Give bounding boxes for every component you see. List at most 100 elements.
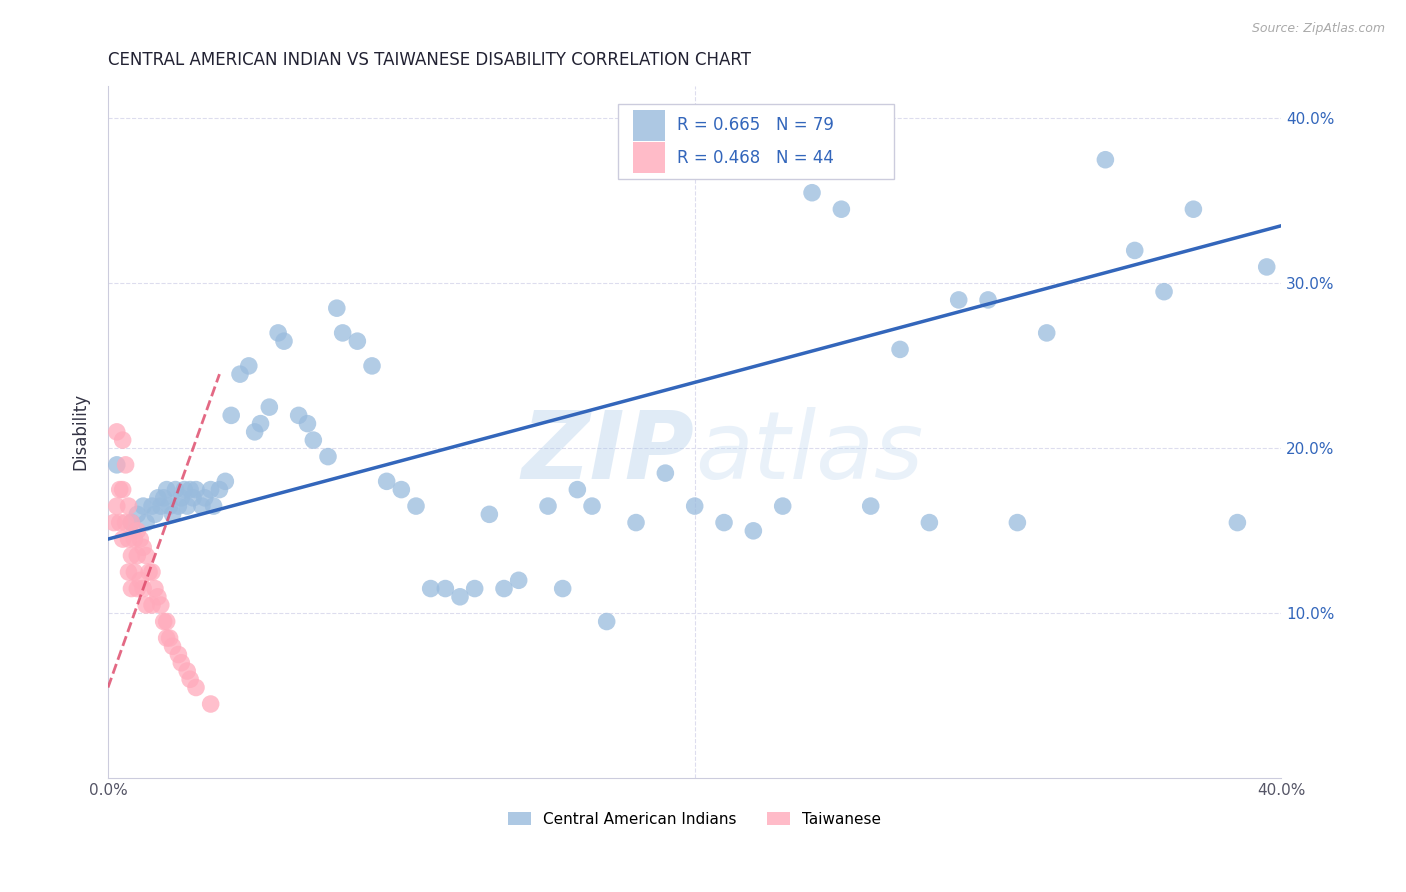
Point	[117, 532, 139, 546]
Point	[326, 301, 349, 315]
Y-axis label: Disability: Disability	[72, 393, 89, 470]
Point	[105, 499, 128, 513]
Point	[302, 433, 325, 447]
Point	[159, 499, 181, 513]
Point	[132, 582, 155, 596]
Point	[129, 532, 152, 546]
Point	[449, 590, 471, 604]
Point	[772, 499, 794, 513]
Point	[176, 664, 198, 678]
Legend: Central American Indians, Taiwanese: Central American Indians, Taiwanese	[502, 805, 887, 833]
Point	[200, 697, 222, 711]
Point	[111, 483, 134, 497]
Point	[214, 475, 236, 489]
Point	[141, 499, 163, 513]
Point	[434, 582, 457, 596]
Point	[167, 648, 190, 662]
Point	[551, 582, 574, 596]
Point	[120, 516, 142, 530]
Point	[200, 483, 222, 497]
Point	[1007, 516, 1029, 530]
Point	[889, 343, 911, 357]
Point	[918, 516, 941, 530]
Point	[141, 565, 163, 579]
Point	[332, 326, 354, 340]
Point	[108, 516, 131, 530]
Point	[1182, 202, 1205, 217]
Point	[170, 656, 193, 670]
Point	[135, 549, 157, 563]
Point	[1123, 244, 1146, 258]
Point	[361, 359, 384, 373]
Point	[108, 483, 131, 497]
Point	[120, 549, 142, 563]
Point	[259, 400, 281, 414]
Point	[111, 532, 134, 546]
Point	[537, 499, 560, 513]
Text: ZIP: ZIP	[522, 407, 695, 499]
Point	[238, 359, 260, 373]
Point	[156, 631, 179, 645]
Point	[146, 491, 169, 505]
Point	[208, 483, 231, 497]
Point	[191, 499, 214, 513]
Point	[156, 483, 179, 497]
Point	[801, 186, 824, 200]
Point	[1094, 153, 1116, 167]
Point	[713, 516, 735, 530]
Point	[156, 615, 179, 629]
Point	[143, 582, 166, 596]
Point	[202, 499, 225, 513]
Point	[1256, 260, 1278, 274]
Point	[152, 615, 174, 629]
Point	[1226, 516, 1249, 530]
Point	[184, 681, 207, 695]
Point	[219, 409, 242, 423]
Point	[127, 524, 149, 538]
Point	[492, 582, 515, 596]
Point	[181, 491, 204, 505]
Point	[567, 483, 589, 497]
Text: R = 0.468   N = 44: R = 0.468 N = 44	[678, 149, 834, 167]
Point	[508, 574, 530, 588]
Point	[120, 582, 142, 596]
Point	[464, 582, 486, 596]
Point	[243, 425, 266, 439]
Text: atlas: atlas	[695, 407, 922, 498]
Point	[135, 598, 157, 612]
Point	[229, 367, 252, 381]
Point	[167, 499, 190, 513]
Point	[124, 532, 146, 546]
Point	[1153, 285, 1175, 299]
Point	[143, 508, 166, 522]
Point	[179, 483, 201, 497]
Point	[105, 425, 128, 439]
Point	[103, 516, 125, 530]
Point	[389, 483, 412, 497]
Point	[129, 574, 152, 588]
FancyBboxPatch shape	[633, 110, 665, 141]
Text: CENTRAL AMERICAN INDIAN VS TAIWANESE DISABILITY CORRELATION CHART: CENTRAL AMERICAN INDIAN VS TAIWANESE DIS…	[108, 51, 751, 69]
Point	[127, 549, 149, 563]
Point	[173, 483, 195, 497]
Point	[127, 508, 149, 522]
Point	[149, 598, 172, 612]
Point	[419, 582, 441, 596]
Point	[683, 499, 706, 513]
Point	[977, 293, 1000, 307]
Point	[375, 475, 398, 489]
Point	[170, 491, 193, 505]
Point	[159, 631, 181, 645]
FancyBboxPatch shape	[633, 143, 665, 173]
Point	[165, 483, 187, 497]
Point	[120, 516, 142, 530]
Point	[176, 499, 198, 513]
FancyBboxPatch shape	[619, 104, 894, 179]
Point	[114, 516, 136, 530]
Point	[162, 508, 184, 522]
Point	[316, 450, 339, 464]
Point	[405, 499, 427, 513]
Point	[595, 615, 617, 629]
Point	[859, 499, 882, 513]
Point	[162, 640, 184, 654]
